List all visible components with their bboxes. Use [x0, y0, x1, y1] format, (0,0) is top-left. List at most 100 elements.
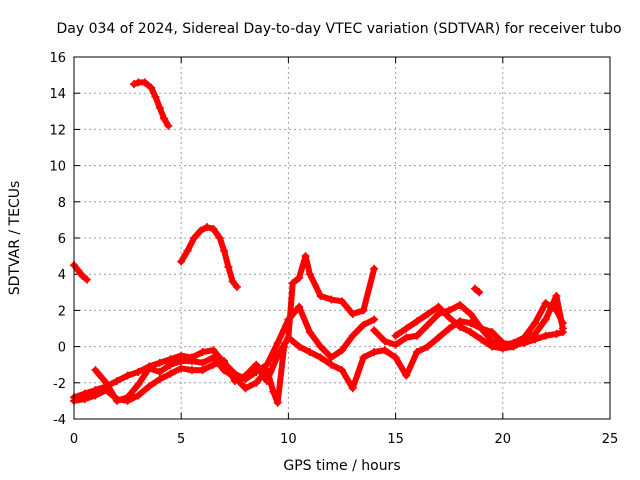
y-tick-label: 16	[49, 51, 66, 66]
data-point	[402, 371, 411, 380]
data-point	[520, 337, 529, 346]
data-point	[434, 302, 443, 311]
y-tick-label: -2	[53, 377, 66, 392]
series-trace	[178, 224, 240, 290]
data-point	[269, 387, 278, 396]
series-arc-j	[470, 284, 484, 297]
data-point	[140, 78, 149, 87]
data-marks	[70, 78, 567, 407]
data-point	[327, 360, 336, 369]
data-point	[123, 393, 132, 402]
data-point	[509, 342, 518, 351]
x-tick-label: 15	[387, 432, 404, 447]
data-point	[498, 344, 507, 353]
data-point	[155, 358, 164, 367]
data-point	[316, 342, 325, 351]
data-point	[434, 333, 443, 342]
data-point	[445, 313, 454, 322]
data-point	[202, 223, 211, 232]
y-tick-label: 12	[49, 123, 66, 138]
data-point	[402, 324, 411, 333]
data-point	[102, 378, 111, 387]
data-point	[198, 348, 207, 357]
data-point	[177, 357, 186, 366]
data-point	[445, 324, 454, 333]
data-point	[348, 310, 357, 319]
data-point	[177, 364, 186, 373]
y-tick-label: 0	[58, 341, 66, 356]
data-point	[391, 331, 400, 340]
data-point	[160, 114, 169, 123]
data-point	[316, 353, 325, 362]
y-axis-ticks: -4 -2 0 2 4 6 8 10 12 14 16	[49, 51, 610, 428]
x-tick-label: 25	[602, 432, 619, 447]
data-point	[338, 366, 346, 375]
data-point	[475, 288, 484, 297]
data-point	[177, 257, 186, 266]
data-point	[80, 395, 89, 404]
data-point	[78, 272, 87, 281]
series-trace	[92, 343, 288, 406]
data-point	[187, 366, 196, 375]
data-point	[530, 329, 539, 338]
data-point	[327, 353, 336, 362]
data-point	[359, 320, 368, 329]
data-point	[305, 348, 314, 357]
data-point	[134, 380, 143, 389]
data-point	[209, 353, 218, 362]
data-point	[380, 346, 389, 355]
data-point	[413, 317, 422, 326]
data-point	[552, 291, 561, 300]
data-point	[327, 295, 336, 304]
data-point	[370, 264, 379, 273]
data-point	[423, 320, 432, 329]
data-point	[552, 329, 561, 338]
x-tick-label: 20	[495, 432, 512, 447]
data-point	[338, 297, 346, 306]
series-arc-a	[70, 261, 91, 284]
x-axis-ticks: 0 5 10 15 20 25	[70, 57, 618, 447]
chart-title: Day 034 of 2024, Sidereal Day-to-day VTE…	[56, 21, 621, 37]
data-point	[466, 319, 475, 328]
data-point	[209, 346, 218, 355]
data-point	[434, 310, 443, 319]
data-point	[112, 396, 121, 405]
data-point	[209, 224, 218, 233]
series-trace	[71, 303, 378, 401]
data-point	[413, 331, 422, 340]
data-point	[224, 262, 233, 271]
data-point	[423, 310, 432, 319]
data-point	[273, 398, 282, 407]
series-arc-b	[130, 78, 173, 130]
y-tick-label: 14	[49, 87, 66, 102]
y-tick-label: 2	[58, 304, 66, 319]
data-point	[284, 333, 293, 342]
y-tick-label: 4	[58, 268, 66, 283]
series-arc-c	[177, 223, 241, 291]
data-point	[166, 360, 175, 369]
data-point	[423, 342, 432, 351]
data-point	[230, 373, 239, 382]
data-point	[359, 353, 368, 362]
data-point	[145, 364, 154, 373]
data-point	[455, 300, 464, 309]
data-point	[445, 306, 454, 315]
data-point	[155, 367, 164, 376]
series-arc-i	[391, 291, 567, 353]
data-point	[413, 348, 422, 357]
x-tick-label: 5	[177, 432, 185, 447]
data-point	[215, 234, 224, 242]
y-tick-label: 10	[49, 160, 66, 175]
data-point	[198, 366, 207, 375]
data-point	[305, 270, 314, 279]
data-point	[112, 376, 121, 385]
x-axis-label: GPS time / hours	[283, 458, 400, 474]
data-point	[198, 358, 207, 367]
data-point	[232, 282, 241, 291]
data-point	[466, 328, 475, 337]
data-point	[348, 331, 357, 340]
data-point	[370, 315, 379, 324]
data-point	[91, 366, 100, 375]
data-point	[252, 360, 261, 369]
